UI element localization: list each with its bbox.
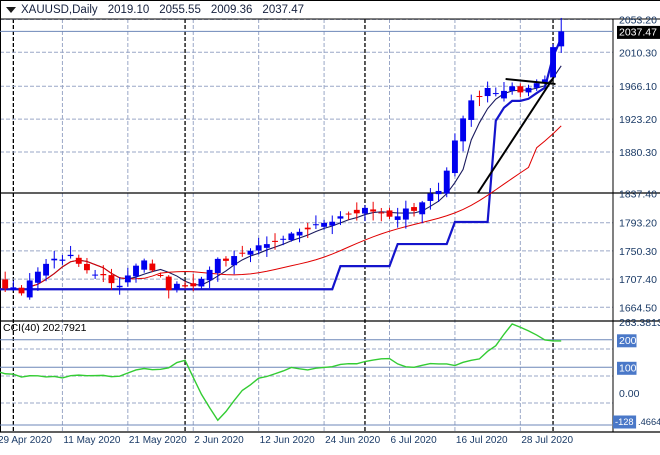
svg-text:1880.30: 1880.30	[619, 147, 657, 159]
svg-text:100: 100	[619, 362, 637, 374]
svg-text:263.3813: 263.3813	[619, 317, 660, 329]
svg-text:1750.30: 1750.30	[619, 246, 657, 258]
svg-text:0.00: 0.00	[619, 388, 640, 400]
svg-text:1966.10: 1966.10	[619, 81, 657, 93]
svg-text:11 May 2020: 11 May 2020	[63, 435, 121, 446]
svg-text:2 Jun 2020: 2 Jun 2020	[194, 435, 244, 446]
svg-text:29 Apr 2020: 29 Apr 2020	[0, 435, 52, 446]
svg-text:200: 200	[619, 335, 637, 347]
svg-text:1664.50: 1664.50	[619, 302, 657, 314]
svg-text:2037.47: 2037.47	[619, 26, 657, 38]
svg-text:1793.20: 1793.20	[619, 218, 657, 230]
svg-text:1923.20: 1923.20	[619, 114, 657, 126]
svg-text:16 Jul 2020: 16 Jul 2020	[456, 435, 508, 446]
svg-text:-128: -128	[615, 417, 634, 427]
svg-text:24 Jun 2020: 24 Jun 2020	[325, 435, 380, 446]
svg-text:6 Jul 2020: 6 Jul 2020	[391, 435, 438, 446]
svg-text:CCI(40) 202.7921: CCI(40) 202.7921	[3, 322, 87, 334]
svg-text:.4664: .4664	[638, 417, 660, 427]
svg-text:28 Jul 2020: 28 Jul 2020	[521, 435, 573, 446]
svg-text:2010.30: 2010.30	[619, 47, 657, 59]
svg-text:1707.40: 1707.40	[619, 274, 657, 286]
svg-text:21 May 2020: 21 May 2020	[129, 435, 187, 446]
svg-text:12 Jun 2020: 12 Jun 2020	[260, 435, 315, 446]
svg-text:1837.40: 1837.40	[619, 189, 657, 201]
